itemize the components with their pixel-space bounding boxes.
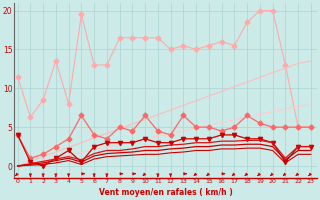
X-axis label: Vent moyen/en rafales ( km/h ): Vent moyen/en rafales ( km/h ) xyxy=(99,188,232,197)
